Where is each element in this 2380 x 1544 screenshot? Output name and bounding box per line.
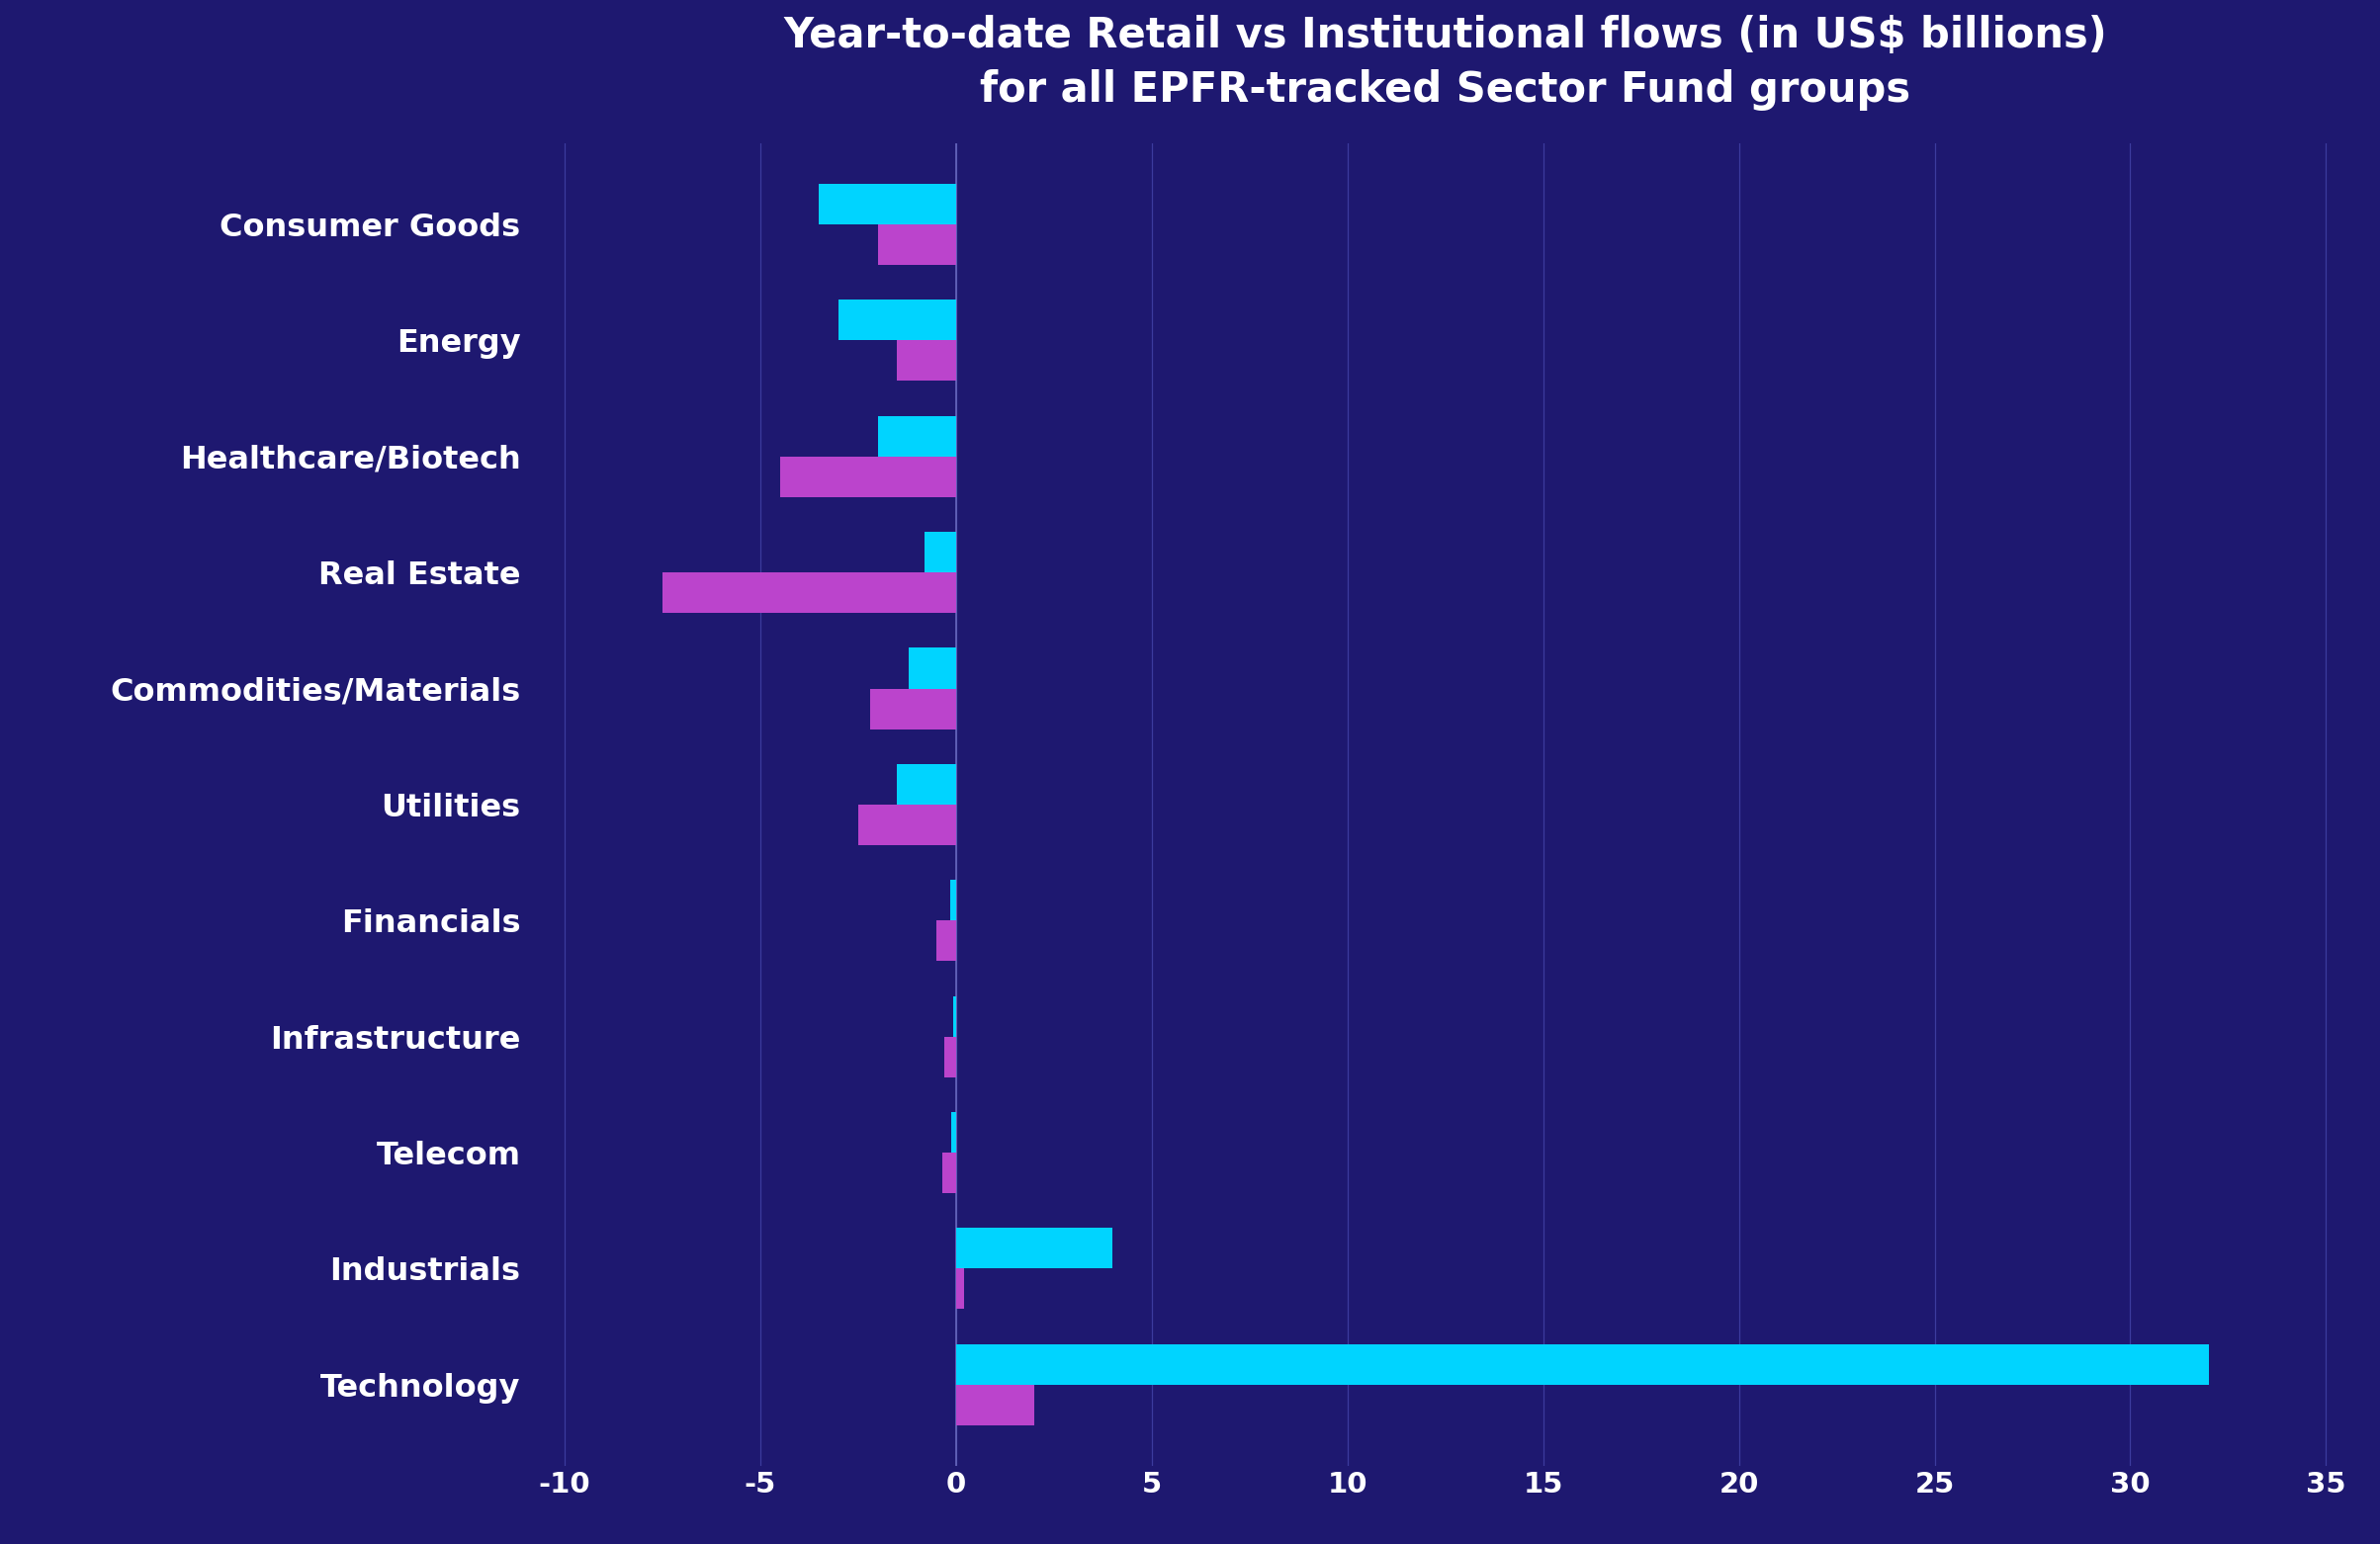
- Bar: [859, 804, 957, 845]
- Bar: [909, 648, 957, 689]
- Bar: [897, 340, 957, 381]
- Bar: [957, 1385, 1035, 1425]
- Bar: [878, 415, 957, 457]
- Bar: [926, 531, 957, 573]
- Bar: [957, 1269, 964, 1309]
- Bar: [662, 573, 957, 613]
- Bar: [781, 457, 957, 497]
- Bar: [819, 184, 957, 224]
- Bar: [871, 689, 957, 729]
- Bar: [945, 1036, 957, 1078]
- Bar: [952, 1112, 957, 1152]
- Bar: [957, 1343, 2209, 1385]
- Bar: [897, 764, 957, 804]
- Bar: [952, 996, 957, 1036]
- Bar: [950, 880, 957, 920]
- Bar: [838, 300, 957, 340]
- Bar: [942, 1152, 957, 1194]
- Bar: [878, 224, 957, 266]
- Title: Year-to-date Retail vs Institutional flows (in US$ billions)
for all EPFR-tracke: Year-to-date Retail vs Institutional flo…: [783, 15, 2106, 111]
- Bar: [935, 920, 957, 960]
- Bar: [957, 1227, 1111, 1269]
